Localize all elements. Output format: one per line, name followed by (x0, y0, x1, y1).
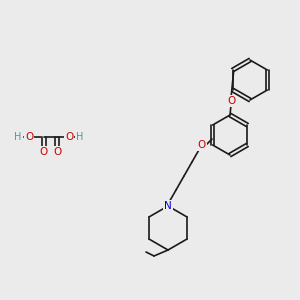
Text: H: H (14, 132, 22, 142)
Text: O: O (53, 147, 61, 157)
Text: H: H (76, 132, 84, 142)
Text: O: O (25, 132, 33, 142)
Text: N: N (164, 201, 172, 211)
Text: O: O (40, 147, 48, 157)
Text: O: O (198, 140, 206, 150)
Text: O: O (65, 132, 73, 142)
Text: O: O (227, 96, 235, 106)
